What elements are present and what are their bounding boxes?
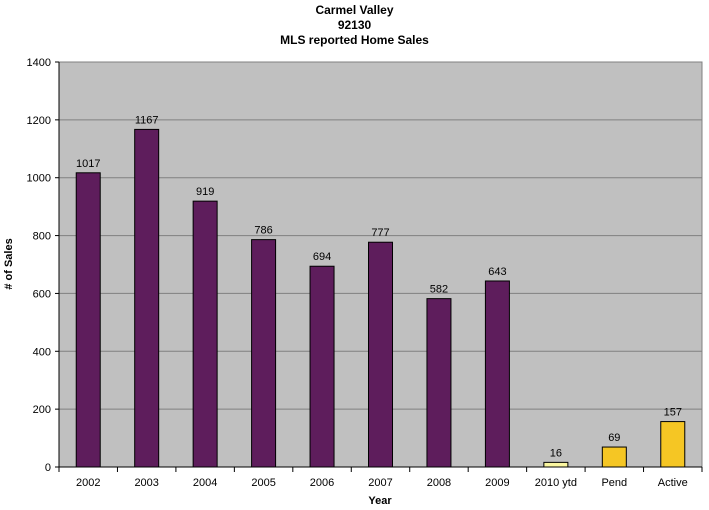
x-tick-label: 2002 bbox=[76, 477, 100, 489]
x-tick-label: 2004 bbox=[193, 477, 217, 489]
y-tick-label: 400 bbox=[33, 346, 51, 358]
x-tick-label: 2003 bbox=[134, 477, 158, 489]
bar-2007 bbox=[368, 241, 393, 468]
data-label: 777 bbox=[371, 227, 389, 239]
y-tick-label: 0 bbox=[45, 462, 51, 474]
data-label: 1017 bbox=[76, 158, 100, 170]
x-tick-label: 2010 ytd bbox=[535, 477, 577, 489]
x-tick-label: 2009 bbox=[485, 477, 509, 489]
bar-pend bbox=[601, 446, 627, 468]
chart-title-line-1: Carmel Valley bbox=[315, 3, 394, 17]
bar-2003 bbox=[134, 128, 160, 468]
y-tick-label: 200 bbox=[33, 404, 51, 416]
data-label: 786 bbox=[254, 225, 272, 237]
y-tick-label: 1200 bbox=[27, 115, 51, 127]
bar-2005 bbox=[251, 239, 277, 468]
y-tick-label: 600 bbox=[33, 288, 51, 300]
bar-2004 bbox=[192, 200, 218, 468]
data-label: 643 bbox=[488, 266, 506, 278]
bar-2009 bbox=[484, 280, 510, 468]
data-label: 694 bbox=[313, 251, 331, 263]
x-tick-label: 2007 bbox=[368, 477, 392, 489]
y-tick-label: 1000 bbox=[27, 173, 51, 185]
data-label: 157 bbox=[664, 407, 682, 419]
chart-title-line-2: 92130 bbox=[337, 18, 372, 32]
data-label: 69 bbox=[608, 432, 620, 444]
data-label: 16 bbox=[550, 447, 562, 459]
x-tick-label: 2008 bbox=[427, 477, 451, 489]
y-tick-label: 1400 bbox=[27, 57, 51, 69]
chart-title-line-3: MLS reported Home Sales bbox=[280, 33, 429, 47]
x-axis-label: Year bbox=[368, 495, 392, 507]
bar-2010-ytd bbox=[543, 461, 569, 468]
bar-2002 bbox=[75, 172, 101, 468]
y-axis-label: # of Sales bbox=[3, 238, 15, 289]
data-label: 1167 bbox=[135, 114, 159, 126]
bar-active bbox=[660, 421, 686, 468]
x-tick-label: Pend bbox=[601, 477, 627, 489]
data-label: 919 bbox=[196, 186, 214, 198]
bar-2008 bbox=[426, 298, 452, 468]
bar-2006 bbox=[309, 265, 335, 468]
x-tick-label: 2006 bbox=[310, 477, 334, 489]
x-tick-label: 2005 bbox=[251, 477, 275, 489]
y-tick-label: 800 bbox=[33, 231, 51, 243]
x-tick-label: Active bbox=[658, 477, 688, 489]
data-label: 582 bbox=[430, 284, 448, 296]
